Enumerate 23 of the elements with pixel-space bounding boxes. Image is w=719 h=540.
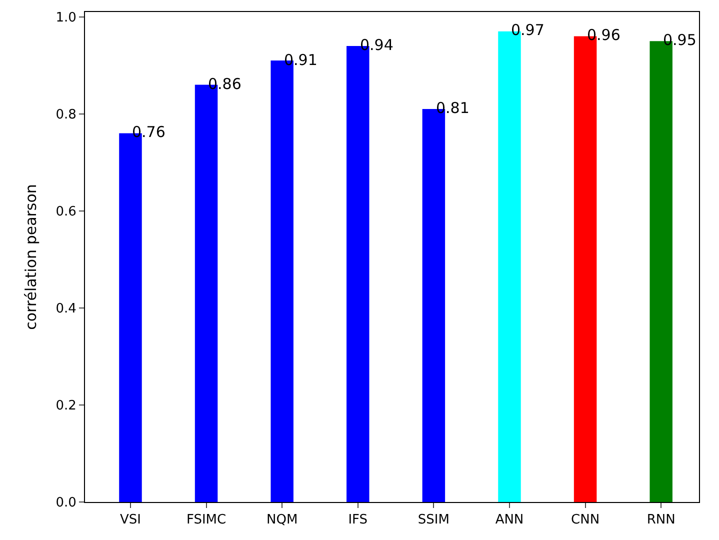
x-tick-label: VSI [120,512,141,528]
x-tick-label: NQM [266,512,298,528]
x-tick-label: IFS [348,512,368,528]
data-label: 0.94 [360,36,394,54]
y-tick-label: 0.6 [56,204,76,220]
x-tick-label: SSIM [418,512,450,528]
data-label: 0.96 [587,26,620,44]
x-tick-label: CNN [571,512,600,528]
y-tick-label: 0.0 [56,496,76,511]
y-tick-label: 0.2 [56,398,76,414]
y-axis-title: corrélation pearson [22,184,40,330]
data-label: 0.97 [511,21,544,39]
x-tick-label: RNN [646,512,676,528]
data-label: 0.81 [436,99,470,117]
data-label: 0.95 [663,31,696,49]
data-label: 0.86 [208,75,242,93]
x-tick-label: ANN [495,512,524,528]
data-label: 0.91 [284,51,318,69]
data-label: 0.76 [132,123,166,141]
y-tick-label: 0.4 [56,301,76,316]
y-tick-label: 1.0 [56,10,76,26]
y-tick-label: 0.8 [56,107,76,122]
x-tick-label: FSIMC [186,512,226,528]
